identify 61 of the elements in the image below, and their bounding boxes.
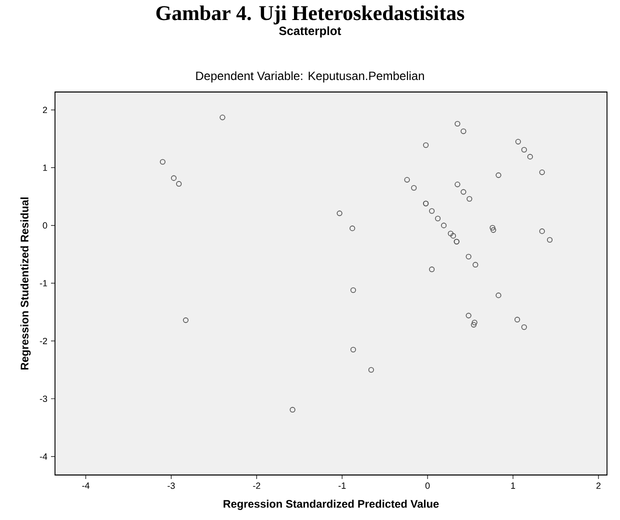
point: [176, 181, 182, 187]
point: [336, 210, 342, 216]
point: [539, 170, 545, 176]
point: [466, 196, 472, 202]
point: [429, 208, 435, 214]
point: [490, 224, 496, 231]
point: [454, 120, 460, 127]
y-tick-label: 1: [43, 164, 48, 171]
point: [466, 254, 472, 260]
point: [441, 222, 447, 228]
point: [423, 142, 429, 148]
point: [435, 216, 441, 222]
point: [429, 266, 435, 272]
point: [521, 324, 527, 330]
x-tick-label: -1: [338, 482, 346, 489]
point: [496, 292, 502, 298]
point: [460, 128, 466, 134]
point: [350, 226, 356, 232]
y-tick-label: 2: [42, 106, 48, 114]
point: [220, 114, 226, 120]
x-tick-label: 1: [511, 482, 516, 489]
x-tick-label: -2: [253, 482, 260, 489]
point: [404, 177, 410, 183]
point: [182, 317, 189, 323]
text: Dependent Variable: Keputusan.Pembelian: [196, 71, 424, 82]
point: [160, 159, 166, 165]
point: [170, 175, 177, 181]
x-tick-label: 0: [425, 482, 430, 489]
point: [527, 154, 533, 160]
x-tick-label: -4: [82, 482, 90, 489]
y-tick-label: -1: [40, 280, 48, 286]
point: [460, 189, 466, 195]
point: [350, 287, 356, 293]
y-tick-label: -2: [40, 338, 48, 344]
x-axis-title: Regression Standardized Predicted Value: [224, 500, 439, 510]
y-tick-label: 0: [42, 222, 48, 229]
x-tick-label: -3: [168, 482, 175, 489]
chart-title: Gambar 4. Uji Heteroskedastisitas: [156, 5, 464, 24]
point: [490, 227, 496, 233]
point: [368, 367, 374, 373]
y-axis-title: Regression Studentized Residual: [20, 198, 31, 370]
x-tick-label: 2: [596, 482, 600, 489]
point: [466, 312, 472, 318]
chart-subtitle: Scatterplot: [279, 26, 342, 38]
point: [472, 262, 478, 268]
point: [470, 322, 476, 328]
point: [539, 228, 545, 234]
y-tick-label: -3: [40, 396, 48, 402]
y-tick-label: -4: [40, 453, 48, 460]
point: [411, 185, 417, 191]
point: [450, 233, 456, 239]
point: [350, 346, 356, 352]
point: [448, 230, 454, 236]
point: [515, 138, 521, 144]
point: [290, 406, 296, 413]
point: [454, 182, 460, 188]
point: [521, 146, 527, 153]
point: [496, 172, 502, 178]
point: [546, 237, 553, 243]
point: [514, 316, 520, 322]
point: [472, 320, 478, 326]
